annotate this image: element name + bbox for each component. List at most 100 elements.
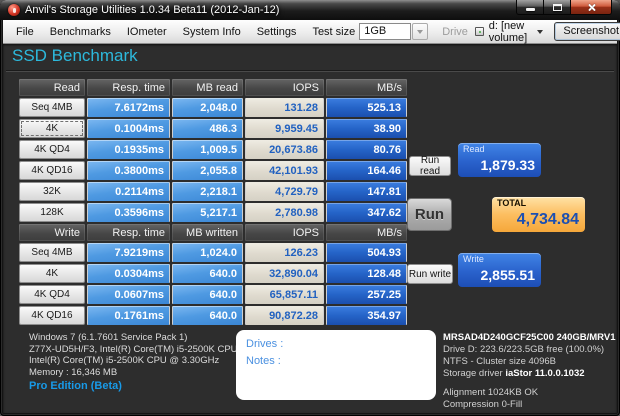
minimize-button[interactable]	[516, 0, 544, 15]
write-row-4kqd16-button[interactable]: 4K QD16	[19, 306, 85, 325]
write-row-4kqd4-button[interactable]: 4K QD4	[19, 285, 85, 304]
total-score-value: 4,734.84	[516, 211, 579, 228]
read-mb-cell: 2,048.0	[172, 98, 243, 117]
drive-info-panel: MRSAD4D240GCF25C00 240GB/MRV1 Drive D: 2…	[443, 332, 615, 411]
write-row-seq4mb-button[interactable]: Seq 4MB	[19, 243, 85, 262]
mbs-header: MB/s	[326, 79, 407, 96]
read-mbs-cell: 347.62	[326, 203, 407, 222]
menu-iometer[interactable]: IOmeter	[126, 25, 167, 38]
write-mb-cell: 640.0	[172, 285, 243, 304]
write-resp-cell: 7.9219ms	[87, 243, 170, 262]
mbs-header: MB/s	[326, 224, 407, 241]
read-row-32k-button[interactable]: 32K	[19, 182, 85, 201]
alignment-info: Alignment 1024KB OK	[443, 387, 539, 398]
run-write-button[interactable]: Run write	[407, 264, 453, 284]
read-resp-cell: 0.3800ms	[87, 161, 170, 180]
iops-header: IOPS	[245, 79, 324, 96]
run-button[interactable]: Run	[407, 198, 452, 231]
storage-driver-value: iaStor 11.0.0.1032	[505, 368, 585, 379]
chevron-down-icon	[417, 29, 424, 34]
read-row-4k-button[interactable]: 4K	[19, 119, 85, 138]
read-resp-cell: 0.1004ms	[87, 119, 170, 138]
read-iops-cell: 4,729.79	[245, 182, 324, 201]
maximize-button[interactable]	[544, 0, 570, 15]
run-read-button[interactable]: Run read	[409, 155, 451, 177]
read-header: Read	[19, 79, 85, 96]
drive-value: d: [new volume]	[488, 19, 528, 44]
spacer	[443, 380, 615, 387]
read-row-4kqd4-button[interactable]: 4K QD4	[19, 140, 85, 159]
read-mbs-cell: 38.90	[326, 119, 407, 138]
write-benchmark-table: Write Resp. time MB written IOPS MB/s Se…	[19, 224, 407, 325]
menu-settings[interactable]: Settings	[256, 25, 297, 38]
read-score-value: 1,879.33	[480, 157, 536, 173]
test-size-combo[interactable]: 1GB	[359, 23, 429, 40]
write-row-4k-button[interactable]: 4K	[19, 264, 85, 283]
menu-system-info[interactable]: System Info	[182, 25, 241, 38]
write-score-value: 2,855.51	[480, 267, 536, 283]
title-bar[interactable]: Anvil's Storage Utilities 1.0.34 Beta11 …	[0, 0, 620, 20]
drives-notes-panel[interactable]: Drives : Notes :	[236, 330, 436, 400]
drive-capacity: Drive D: 223.6/223.5GB free (100.0%)	[443, 344, 605, 355]
write-header: Write	[19, 224, 85, 241]
write-resp-cell: 0.1761ms	[87, 306, 170, 325]
drive-filesystem: NTFS - Cluster size 4096B	[443, 356, 556, 367]
write-mb-cell: 1,024.0	[172, 243, 243, 262]
test-size-dropdown-button[interactable]	[412, 23, 429, 40]
storage-driver-line: Storage driver iaStor 11.0.0.1032	[443, 368, 615, 380]
os-info: Windows 7 (6.1.7601 Service Pack 1)	[29, 332, 188, 343]
drive-combo[interactable]: d: [new volume]	[472, 20, 551, 44]
read-score-label: Read	[463, 144, 485, 154]
read-mbs-cell: 147.81	[326, 182, 407, 201]
read-row-4kqd16-button[interactable]: 4K QD16	[19, 161, 85, 180]
storage-driver-label: Storage driver	[443, 368, 503, 379]
write-iops-cell: 65,857.11	[245, 285, 324, 304]
total-score-box: TOTAL 4,734.84	[492, 197, 585, 232]
read-mb-cell: 2,218.1	[172, 182, 243, 201]
drive-model: MRSAD4D240GCF25C00 240GB/MRV1	[443, 332, 616, 343]
test-size-value[interactable]: 1GB	[359, 23, 412, 40]
write-mbs-cell: 128.48	[326, 264, 407, 283]
window-controls	[516, 0, 612, 15]
read-mb-cell: 1,009.5	[172, 140, 243, 159]
write-iops-cell: 90,872.28	[245, 306, 324, 325]
close-button[interactable]	[570, 0, 612, 15]
motherboard-info: Z77X-UD5H/F3, Intel(R) Core(TM) i5-2500K…	[29, 343, 290, 355]
system-info: Windows 7 (6.1.7601 Service Pack 1) Z77X…	[29, 332, 290, 378]
screenshot-button[interactable]: Screenshot	[554, 22, 620, 41]
read-resp-cell: 0.1935ms	[87, 140, 170, 159]
resp-time-header: Resp. time	[87, 224, 170, 241]
edition-label: Pro Edition (Beta)	[29, 380, 122, 392]
mb-read-header: MB read	[172, 79, 243, 96]
read-iops-cell: 2,780.98	[245, 203, 324, 222]
close-icon	[587, 3, 596, 12]
menu-benchmarks[interactable]: Benchmarks	[49, 25, 111, 38]
write-mbs-cell: 257.25	[326, 285, 407, 304]
page-title: SSD Benchmark	[12, 46, 138, 65]
write-score-box: Write 2,855.51	[458, 253, 541, 287]
write-mbs-cell: 354.97	[326, 306, 407, 325]
read-iops-cell: 42,101.93	[245, 161, 324, 180]
read-resp-cell: 7.6172ms	[87, 98, 170, 117]
write-mb-cell: 640.0	[172, 306, 243, 325]
read-mbs-cell: 164.46	[326, 161, 407, 180]
read-mb-cell: 486.3	[172, 119, 243, 138]
read-resp-cell: 0.2114ms	[87, 182, 170, 201]
chevron-down-icon	[537, 29, 544, 34]
memory-info: Memory : 16,346 MB	[29, 366, 118, 378]
toolbar: File Benchmarks IOmeter System Info Sett…	[3, 20, 620, 44]
total-score-label: TOTAL	[497, 198, 527, 208]
compression-info: Compression 0-Fill	[443, 399, 523, 410]
mb-written-header: MB written	[172, 224, 243, 241]
read-iops-cell: 20,673.86	[245, 140, 324, 159]
menu-file[interactable]: File	[16, 25, 34, 38]
read-row-seq4mb-button[interactable]: Seq 4MB	[19, 98, 85, 117]
resp-time-header: Resp. time	[87, 79, 170, 96]
test-size-label: Test size	[312, 25, 356, 38]
drive-label: Drive	[442, 25, 468, 38]
read-mbs-cell: 525.13	[326, 98, 407, 117]
read-row-128k-button[interactable]: 128K	[19, 203, 85, 222]
write-score-label: Write	[463, 254, 484, 264]
write-iops-cell: 32,890.04	[245, 264, 324, 283]
read-benchmark-table: Read Resp. time MB read IOPS MB/s Seq 4M…	[19, 79, 407, 222]
